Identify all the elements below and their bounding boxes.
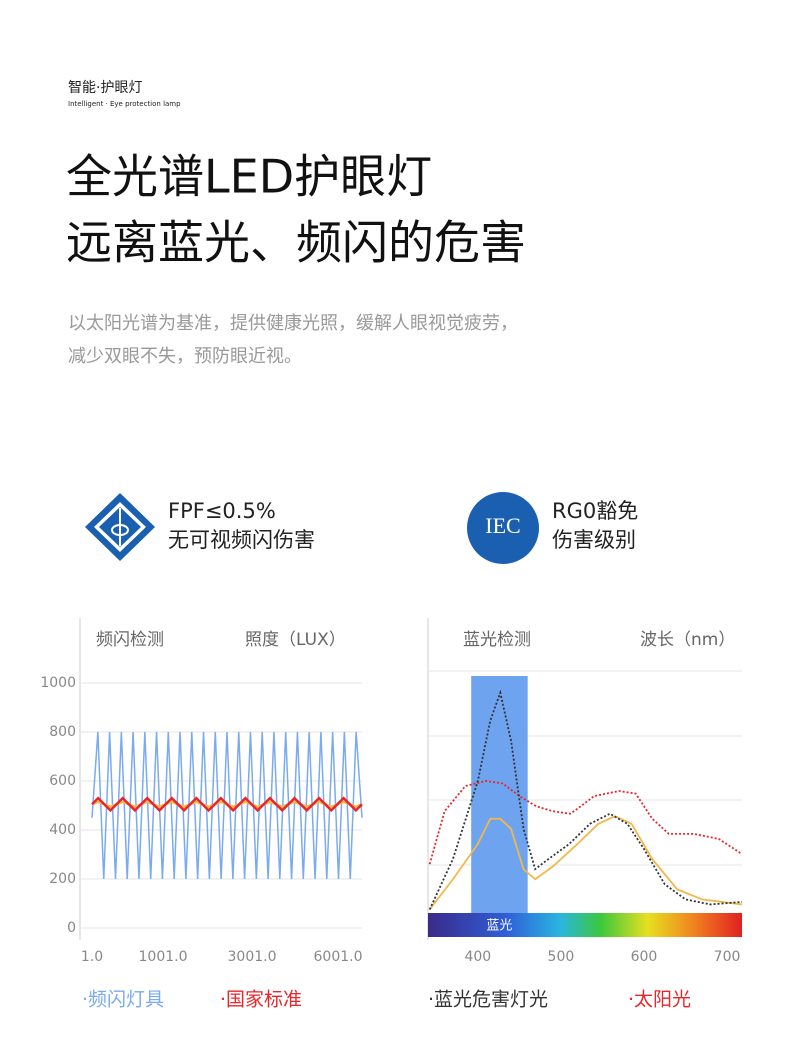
y-tick-label: 0	[67, 920, 76, 936]
highlight-band	[471, 676, 528, 937]
line-series	[428, 815, 743, 911]
axis-label: 照度（LUX）	[245, 630, 346, 650]
y-tick-label: 200	[49, 871, 76, 887]
spectrum-bar	[428, 913, 742, 937]
legend-entry: ·国家标准	[220, 989, 302, 1011]
legend-entry: ·太阳光	[628, 989, 691, 1011]
line-series	[428, 780, 743, 865]
line-series	[91, 731, 363, 880]
header-title: 智能·护眼灯	[68, 80, 142, 96]
y-tick-label: 1000	[40, 675, 76, 691]
headline: 全光谱LED护眼灯	[66, 150, 432, 204]
iec-icon-text: IEC	[485, 513, 520, 538]
highlight-label: 蓝光	[486, 919, 512, 934]
axis-label: 波长（nm）	[640, 630, 735, 650]
x-tick-label: 400	[464, 949, 491, 965]
legend-entry: ·蓝光危害灯光	[428, 989, 548, 1011]
x-tick-label: 6001.0	[314, 949, 363, 965]
y-tick-label: 800	[49, 724, 76, 740]
badge-text: RG0豁免	[552, 499, 638, 523]
fpf-icon	[85, 493, 155, 561]
line-series	[91, 796, 363, 813]
x-tick-label: 1.0	[81, 949, 103, 965]
iec-icon	[467, 492, 539, 564]
description: 以太阳光谱为基准，提供健康光照，缓解人眼视觉疲劳，	[68, 313, 518, 334]
x-tick-label: 3001.0	[228, 949, 277, 965]
line-series	[428, 689, 743, 910]
badge-text: 伤害级别	[552, 528, 636, 552]
description: 减少双眼不失，预防眼近视。	[68, 346, 302, 367]
x-tick-label: 700	[714, 949, 741, 965]
x-tick-label: 1001.0	[139, 949, 188, 965]
x-tick-label: 600	[631, 949, 658, 965]
legend-entry: ·频闪灯具	[82, 989, 164, 1011]
y-tick-label: 400	[49, 822, 76, 838]
chart-title: 蓝光检测	[463, 630, 531, 650]
badge-text: 无可视频闪伤害	[168, 528, 315, 552]
header-subtitle: Intelligent · Eye protection lamp	[68, 100, 181, 108]
x-tick-label: 500	[548, 949, 575, 965]
y-tick-label: 600	[49, 773, 76, 789]
chart-title: 频闪检测	[96, 630, 164, 650]
badge-text: FPF≤0.5%	[168, 499, 276, 523]
headline: 远离蓝光、频闪的危害	[66, 216, 526, 270]
